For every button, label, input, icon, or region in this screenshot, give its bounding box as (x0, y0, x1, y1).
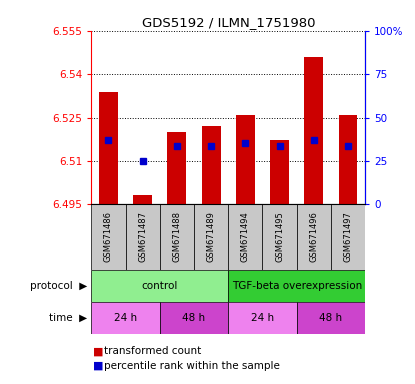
Text: GSM671486: GSM671486 (104, 211, 113, 262)
Bar (168, 132, 186, 204)
Text: GSM671488: GSM671488 (172, 211, 181, 262)
Text: GSM671489: GSM671489 (207, 211, 216, 262)
Text: GSM671496: GSM671496 (309, 211, 318, 262)
Bar (236, 115, 255, 204)
Bar (160, 302, 228, 334)
Text: 24 h: 24 h (114, 313, 137, 323)
Bar (270, 141, 289, 204)
Bar (99, 92, 118, 204)
Bar (91, 302, 160, 334)
Text: percentile rank within the sample: percentile rank within the sample (104, 361, 280, 371)
Text: GSM671497: GSM671497 (344, 211, 353, 262)
Bar (91, 204, 126, 270)
Text: ■: ■ (93, 346, 104, 356)
Bar (202, 126, 220, 204)
Text: 48 h: 48 h (183, 313, 205, 323)
Text: transformed count: transformed count (104, 346, 201, 356)
Bar (160, 204, 194, 270)
Bar (297, 204, 331, 270)
Text: GSM671494: GSM671494 (241, 211, 250, 262)
Text: protocol  ▶: protocol ▶ (30, 281, 87, 291)
Bar (331, 204, 365, 270)
Bar (91, 270, 228, 302)
Bar (305, 57, 323, 204)
Text: control: control (142, 281, 178, 291)
Text: GSM671495: GSM671495 (275, 211, 284, 262)
Bar (339, 115, 357, 204)
Text: ■: ■ (93, 361, 104, 371)
Text: 48 h: 48 h (320, 313, 342, 323)
Bar (228, 302, 297, 334)
Bar (133, 195, 152, 204)
Bar (297, 302, 365, 334)
Bar (228, 270, 365, 302)
Text: time  ▶: time ▶ (49, 313, 87, 323)
Text: 24 h: 24 h (251, 313, 274, 323)
Title: GDS5192 / ILMN_1751980: GDS5192 / ILMN_1751980 (142, 16, 315, 29)
Text: TGF-beta overexpression: TGF-beta overexpression (232, 281, 362, 291)
Text: GSM671487: GSM671487 (138, 211, 147, 262)
Bar (228, 204, 262, 270)
Bar (194, 204, 228, 270)
Bar (126, 204, 160, 270)
Bar (263, 204, 297, 270)
